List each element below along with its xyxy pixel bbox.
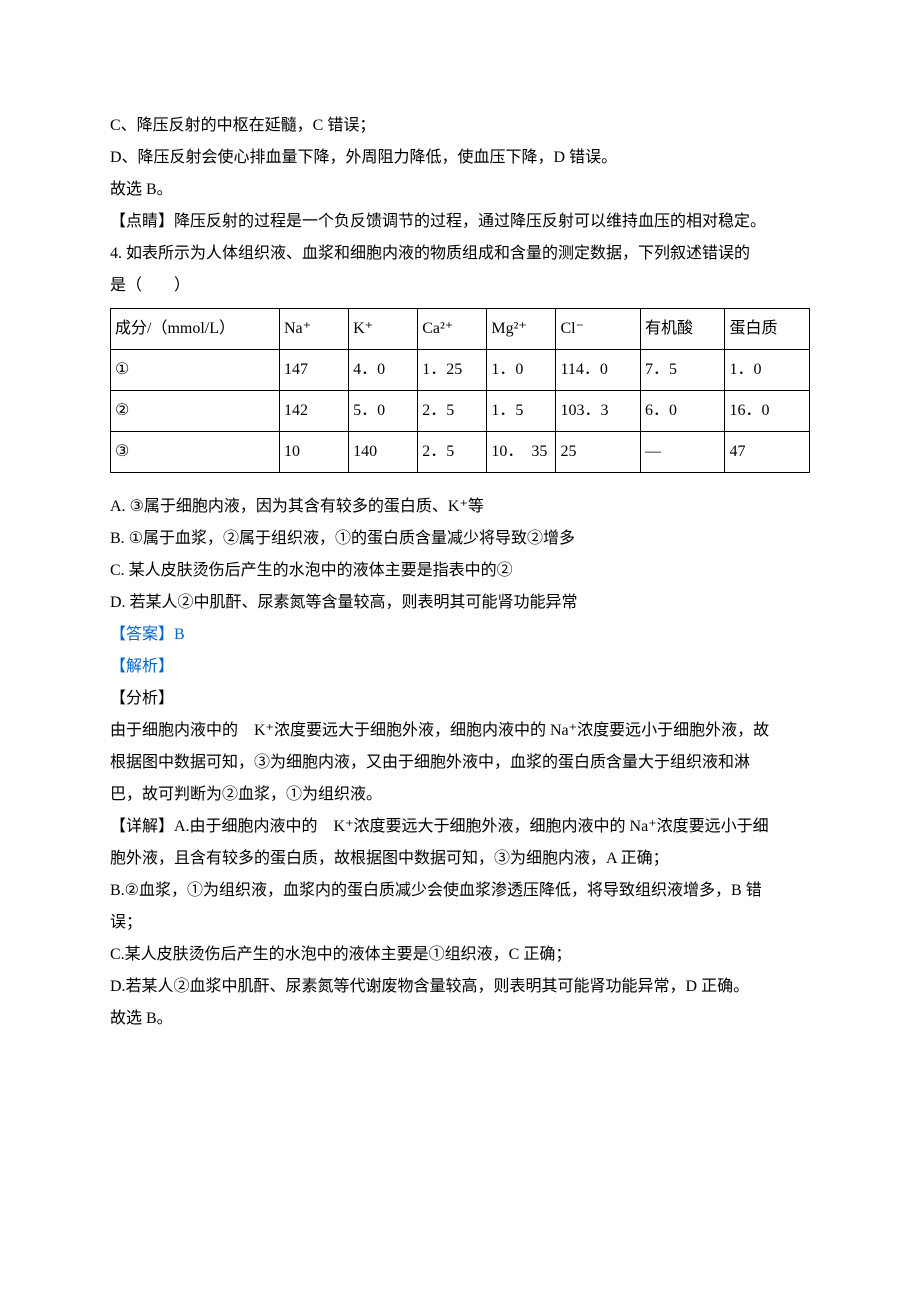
table-cell: 1．25 (418, 350, 487, 391)
table-row: ① 147 4．0 1．25 1．0 114．0 7．5 1．0 (111, 350, 810, 391)
table-cell: 114．0 (556, 350, 640, 391)
text-line: 胞外液，且含有较多的蛋白质，故根据图中数据可知，③为细胞内液，A 正确； (110, 843, 810, 875)
option-d: D. 若某人②中肌酐、尿素氮等含量较高，则表明其可能肾功能异常 (110, 587, 810, 619)
table-cell: 1．0 (487, 350, 556, 391)
text-line: C.某人皮肤烫伤后产生的水泡中的液体主要是①组织液，C 正确； (110, 939, 810, 971)
table-cell: 5．0 (349, 391, 418, 432)
question-stem: 是（ ） (110, 270, 810, 302)
table-header-cell: 成分/（mmol/L） (111, 309, 280, 350)
table-row: ③ 10 140 2．5 10． 35 25 — 47 (111, 432, 810, 473)
table-cell: 7．5 (640, 350, 724, 391)
text-line: 巴，故可判断为②血浆，①为组织液。 (110, 779, 810, 811)
table-cell: 147 (279, 350, 348, 391)
explain-label: 【解析】 (110, 651, 810, 683)
page: C、降压反射的中枢在延髓，C 错误； D、降压反射会使心排血量下降，外周阻力降低… (0, 0, 920, 1302)
text-line: 故选 B。 (110, 174, 810, 206)
table-cell: 1．0 (725, 350, 810, 391)
table-cell: 103．3 (556, 391, 640, 432)
table-header-cell: Na⁺ (279, 309, 348, 350)
text-line: C、降压反射的中枢在延髓，C 错误； (110, 110, 810, 142)
table-cell: 140 (349, 432, 418, 473)
table-cell: 142 (279, 391, 348, 432)
table-cell: 1．5 (487, 391, 556, 432)
question-stem: 4. 如表所示为人体组织液、血浆和细胞内液的物质组成和含量的测定数据，下列叙述错… (110, 238, 810, 270)
table-cell: 10． 35 (487, 432, 556, 473)
table-header-cell: 蛋白质 (725, 309, 810, 350)
text-line: B.②血浆，①为组织液，血浆内的蛋白质减少会使血浆渗透压降低，将导致组织液增多，… (110, 875, 810, 907)
table-cell: 47 (725, 432, 810, 473)
table-cell: 6．0 (640, 391, 724, 432)
table-header-cell: 有机酸 (640, 309, 724, 350)
table-header-cell: K⁺ (349, 309, 418, 350)
table-cell: 25 (556, 432, 640, 473)
option-a: A. ③属于细胞内液，因为其含有较多的蛋白质、K⁺等 (110, 491, 810, 523)
text-line: 【点睛】降压反射的过程是一个负反馈调节的过程，通过降压反射可以维持血压的相对稳定… (110, 206, 810, 238)
text-line: 误； (110, 907, 810, 939)
table-header-cell: Mg²⁺ (487, 309, 556, 350)
data-table: 成分/（mmol/L） Na⁺ K⁺ Ca²⁺ Mg²⁺ Cl⁻ 有机酸 蛋白质… (110, 308, 810, 473)
option-b: B. ①属于血浆，②属于组织液，①的蛋白质含量减少将导致②增多 (110, 523, 810, 555)
text-line: 故选 B。 (110, 1003, 810, 1035)
answer-label: 【答案】B (110, 619, 810, 651)
table-cell: 16．0 (725, 391, 810, 432)
table-header-cell: Ca²⁺ (418, 309, 487, 350)
table-cell: ② (111, 391, 280, 432)
table-cell: 2．5 (418, 391, 487, 432)
table-cell: 10 (279, 432, 348, 473)
text-line: 【详解】A.由于细胞内液中的 K⁺浓度要远大于细胞外液，细胞内液中的 Na⁺浓度… (110, 811, 810, 843)
option-c: C. 某人皮肤烫伤后产生的水泡中的液体主要是指表中的② (110, 555, 810, 587)
text-line: D.若某人②血浆中肌酐、尿素氮等代谢废物含量较高，则表明其可能肾功能异常，D 正… (110, 971, 810, 1003)
table-header-row: 成分/（mmol/L） Na⁺ K⁺ Ca²⁺ Mg²⁺ Cl⁻ 有机酸 蛋白质 (111, 309, 810, 350)
text-line: 由于细胞内液中的 K⁺浓度要远大于细胞外液，细胞内液中的 Na⁺浓度要远小于细胞… (110, 715, 810, 747)
text-line: D、降压反射会使心排血量下降，外周阻力降低，使血压下降，D 错误。 (110, 142, 810, 174)
text-line: 根据图中数据可知，③为细胞内液，又由于细胞外液中，血浆的蛋白质含量大于组织液和淋 (110, 747, 810, 779)
table-cell: ① (111, 350, 280, 391)
table-cell: 2．5 (418, 432, 487, 473)
table-cell: — (640, 432, 724, 473)
table-header-cell: Cl⁻ (556, 309, 640, 350)
table-cell: ③ (111, 432, 280, 473)
table-cell: 4．0 (349, 350, 418, 391)
analysis-label: 【分析】 (110, 683, 810, 715)
table-row: ② 142 5．0 2．5 1．5 103．3 6．0 16．0 (111, 391, 810, 432)
